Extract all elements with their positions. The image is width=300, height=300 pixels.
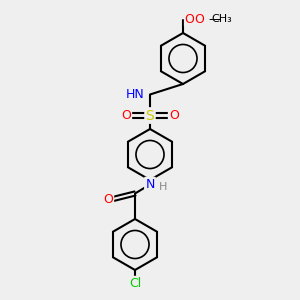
Text: H: H (158, 182, 167, 193)
Text: S: S (146, 109, 154, 122)
Text: HN: HN (126, 88, 145, 101)
Text: —: — (193, 15, 204, 25)
Text: O: O (195, 13, 204, 26)
Text: CH₃: CH₃ (212, 14, 232, 25)
Text: O: O (184, 13, 194, 26)
Text: Cl: Cl (129, 277, 141, 290)
Text: O: O (121, 109, 131, 122)
Text: O: O (169, 109, 179, 122)
Text: —: — (208, 13, 221, 26)
Text: N: N (145, 178, 155, 191)
Text: O: O (103, 193, 113, 206)
